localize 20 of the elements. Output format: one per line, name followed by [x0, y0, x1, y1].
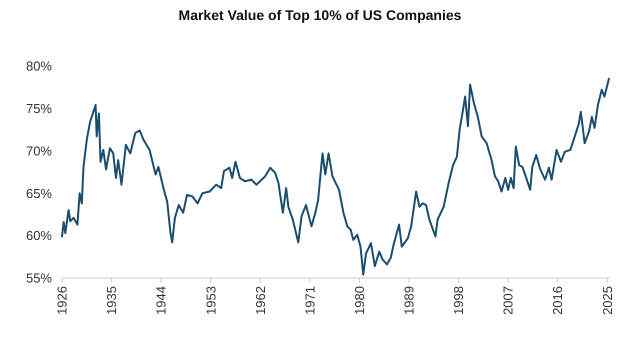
x-tick-label: 1998 [451, 286, 466, 315]
y-tick-label: 70% [26, 143, 52, 158]
x-tick-label: 1980 [352, 286, 367, 315]
x-tick-label: 1962 [252, 286, 268, 315]
y-tick-label: 55% [26, 270, 52, 286]
x-tick-label: 1989 [402, 286, 417, 315]
chart-title: Market Value of Top 10% of US Companies [178, 7, 462, 23]
x-tick-label: 1944 [154, 286, 169, 315]
x-tick-label: 2007 [500, 286, 516, 315]
x-tick-label: 2016 [550, 286, 566, 315]
x-tick-label: 1926 [54, 286, 70, 315]
y-tick-label: 65% [26, 186, 52, 201]
x-tick-label: 1935 [104, 286, 120, 315]
y-tick-label: 80% [26, 58, 52, 74]
x-tick-label: 1953 [203, 286, 218, 315]
line-series [61, 78, 610, 276]
x-tick-label: 2025 [600, 286, 615, 315]
y-tick-label: 75% [26, 100, 52, 116]
y-tick-label: 60% [26, 228, 52, 244]
x-tick-label: 1971 [302, 286, 318, 315]
